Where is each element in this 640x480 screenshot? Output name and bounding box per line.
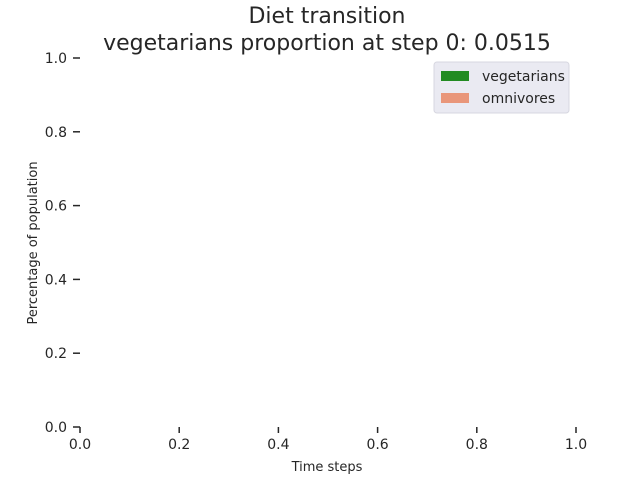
x-tick-label: 0.0: [69, 437, 91, 453]
x-tick-label: 0.6: [366, 437, 388, 453]
chart-title: Diet transition: [248, 4, 405, 29]
x-tick-label: 1.0: [565, 437, 587, 453]
y-tick-label: 0.6: [45, 199, 67, 215]
y-tick-label: 1.0: [45, 51, 67, 67]
x-tick-label: 0.8: [466, 437, 488, 453]
y-axis-label: Percentage of population: [26, 161, 41, 324]
legend-label-vegetarians: vegetarians: [482, 69, 565, 85]
chart-subtitle: vegetarians proportion at step 0: 0.0515: [103, 31, 551, 56]
y-tick-label: 0.4: [45, 272, 67, 288]
chart-title-group: Diet transition vegetarians proportion a…: [103, 4, 551, 56]
x-axis: 0.0 0.2 0.4 0.6 0.8 1.0: [69, 427, 587, 453]
legend: vegetarians omnivores: [433, 61, 570, 114]
y-axis: 0.0 0.2 0.4 0.6 0.8 1.0: [45, 51, 80, 436]
y-tick-label: 0.8: [45, 125, 67, 141]
y-tick-label: 0.2: [45, 346, 67, 362]
x-tick-label: 0.4: [267, 437, 289, 453]
y-tick-label: 0.0: [45, 420, 67, 436]
x-tick-label: 0.2: [168, 437, 190, 453]
legend-swatch-omnivores: [441, 93, 469, 103]
legend-swatch-vegetarians: [441, 71, 469, 81]
x-axis-label: Time steps: [291, 460, 363, 475]
legend-label-omnivores: omnivores: [482, 91, 555, 107]
